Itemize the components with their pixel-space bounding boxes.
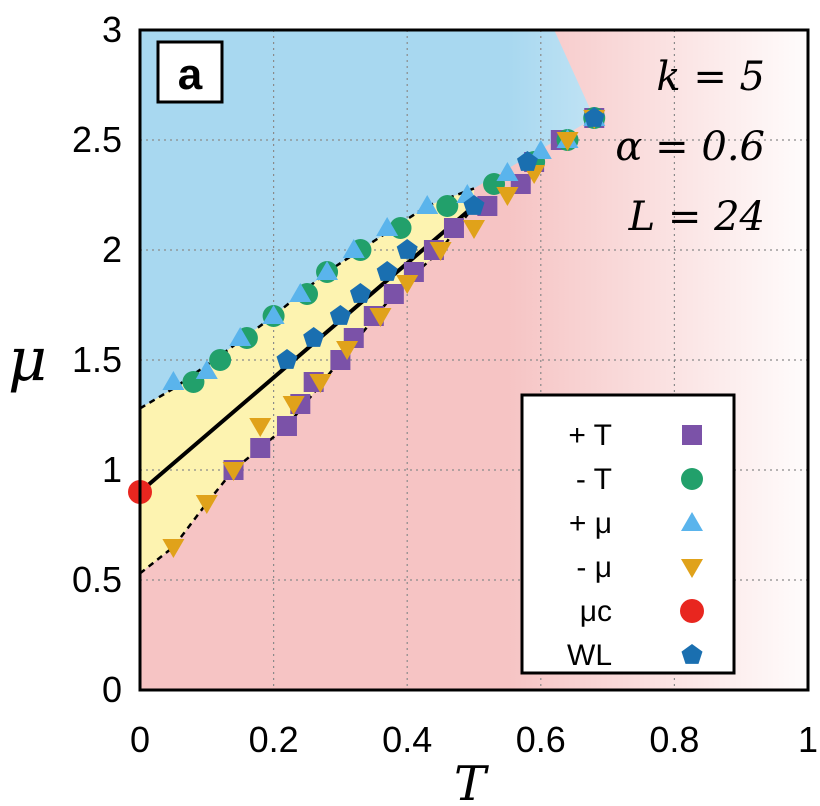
legend-marker bbox=[681, 512, 703, 531]
point-plusmu bbox=[162, 371, 185, 390]
x-tick-label: 0 bbox=[130, 719, 150, 760]
y-tick-label: 1.5 bbox=[72, 339, 122, 380]
legend-marker bbox=[682, 425, 702, 445]
legend-box bbox=[520, 393, 736, 675]
point-wl bbox=[276, 349, 298, 369]
point-plust bbox=[250, 438, 271, 458]
legend-entry-minust: - T bbox=[576, 463, 703, 496]
legend-entry-wl: WL bbox=[567, 639, 703, 672]
point-minusmu bbox=[222, 462, 245, 481]
panel-label-box: a bbox=[156, 40, 224, 104]
point-minusmu bbox=[162, 539, 185, 558]
point-plusmu bbox=[229, 327, 252, 346]
point-plust bbox=[276, 416, 297, 436]
legend: + T - T + μ - μ μc WL bbox=[520, 393, 736, 675]
point-plusmu bbox=[316, 261, 339, 280]
legend-label: + μ bbox=[569, 507, 612, 540]
critical-line bbox=[138, 204, 476, 494]
y-tick-label: 0.5 bbox=[72, 559, 122, 600]
x-tick-label: 0.4 bbox=[382, 719, 432, 760]
point-wl bbox=[329, 305, 351, 325]
point-minusmu bbox=[309, 374, 332, 393]
x-tick-label: 0.6 bbox=[516, 719, 566, 760]
x-tick-label: 0.2 bbox=[249, 719, 299, 760]
point-wl bbox=[303, 327, 325, 347]
annotation-L: L = 24 bbox=[628, 194, 765, 240]
point-plusmu bbox=[496, 162, 519, 181]
legend-entry-plust: + T bbox=[568, 419, 702, 452]
point-wl bbox=[517, 151, 538, 171]
legend-entry-minusmu: - μ bbox=[576, 551, 703, 584]
point-minust bbox=[436, 195, 459, 217]
point-plust bbox=[443, 218, 464, 238]
point-minusmu bbox=[195, 495, 218, 514]
y-tick-label: 2 bbox=[102, 229, 122, 270]
legend-entry-muc: μc bbox=[580, 595, 704, 628]
point-plusmu bbox=[195, 360, 218, 379]
x-tick-label: 1 bbox=[798, 719, 818, 760]
y-tick-label: 0 bbox=[102, 669, 122, 710]
point-plusmu bbox=[376, 217, 399, 236]
legend-label: μc bbox=[580, 595, 612, 628]
point-plust bbox=[477, 196, 498, 216]
point-wl bbox=[463, 195, 485, 215]
point-minusmu bbox=[369, 308, 392, 327]
legend-label: + T bbox=[568, 419, 612, 452]
point-minusmu bbox=[249, 418, 272, 437]
panel-label: a bbox=[178, 50, 203, 99]
point-wl bbox=[350, 283, 371, 303]
legend-marker bbox=[681, 468, 703, 490]
x-axis-label: T bbox=[454, 756, 489, 806]
point-minusmu bbox=[463, 220, 485, 239]
y-tick-label: 2.5 bbox=[72, 119, 122, 160]
y-tick-label: 1 bbox=[102, 449, 122, 490]
point-wl bbox=[376, 261, 398, 281]
series-wl bbox=[276, 107, 605, 369]
point-wl bbox=[583, 107, 605, 127]
data-markers bbox=[128, 107, 606, 558]
legend-label: - T bbox=[576, 463, 612, 496]
plot-frame bbox=[138, 28, 810, 692]
point-plust bbox=[383, 284, 404, 304]
point-minusmu bbox=[496, 187, 519, 206]
legend-marker bbox=[681, 644, 703, 664]
point-minusmu bbox=[282, 396, 305, 415]
annotation-alpha: α = 0.6 bbox=[615, 124, 765, 170]
legend-marker bbox=[680, 599, 704, 623]
point-minusmu bbox=[396, 275, 419, 294]
legend-label: - μ bbox=[576, 551, 612, 584]
point-minusmu bbox=[556, 132, 579, 151]
y-tick-label: 3 bbox=[102, 9, 122, 50]
point-plusmu bbox=[262, 305, 285, 324]
point-plusmu bbox=[289, 283, 312, 302]
point-wl bbox=[396, 239, 418, 259]
annotation-k: k = 5 bbox=[656, 54, 765, 100]
point-minusmu bbox=[429, 242, 452, 261]
legend-label: WL bbox=[567, 639, 612, 672]
point-minusmu bbox=[336, 341, 359, 360]
point-plusmu bbox=[529, 140, 552, 159]
point-plusmu bbox=[416, 195, 439, 214]
x-tick-label: 0.8 bbox=[649, 719, 699, 760]
legend-entry-plusmu: + μ bbox=[569, 507, 703, 540]
point-plusmu bbox=[342, 239, 365, 258]
axis-ticks: 0 0.2 0.4 0.6 0.8 1 0 0.5 1 1.5 2 2.5 3 bbox=[72, 9, 818, 760]
legend-marker bbox=[681, 559, 703, 578]
y-axis-label: μ bbox=[8, 325, 47, 395]
point-minust bbox=[209, 349, 232, 371]
